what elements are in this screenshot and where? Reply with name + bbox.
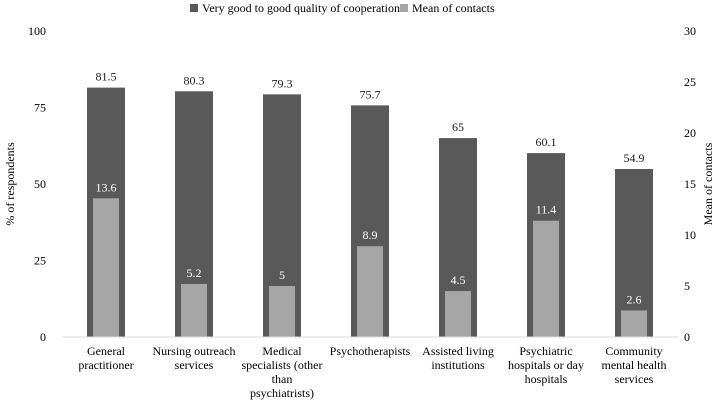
- data-label-cooperation: 81.5: [96, 70, 117, 84]
- data-label-contacts: 8.9: [363, 228, 378, 242]
- y-right-tick-label: 5: [684, 279, 690, 293]
- data-label-contacts: 5: [279, 268, 285, 282]
- data-label-cooperation: 75.7: [360, 87, 381, 101]
- y-right-tick-label: 30: [684, 24, 696, 38]
- y-left-tick-label: 50: [34, 177, 46, 191]
- x-category-label: Psychotherapists: [330, 344, 411, 358]
- data-label-contacts: 11.4: [536, 203, 557, 217]
- data-label-contacts: 5.2: [187, 266, 202, 280]
- y-right-tick-label: 15: [684, 177, 696, 191]
- data-label-contacts: 4.5: [451, 273, 466, 287]
- data-label-contacts: 13.6: [96, 180, 117, 194]
- legend: Very good to good quality of cooperation…: [190, 1, 495, 15]
- bars: 81.5 13.6 80.3 5.2 79.3 5 75.7 8.9 65 4.5 60.1 11.4…: [87, 70, 653, 337]
- y-axis-left-title: % of respondents: [3, 142, 17, 226]
- x-category-label: Community mental health services: [602, 344, 667, 386]
- y-right-tick-label: 25: [684, 75, 696, 89]
- data-label-cooperation: 65: [452, 120, 464, 134]
- y-axis-right: 0 5 10 15 20 25 30: [684, 24, 696, 344]
- x-category-label: General practitioner: [78, 344, 133, 372]
- bar-contacts: [621, 310, 647, 337]
- legend-label: Mean of contacts: [412, 1, 495, 15]
- data-label-contacts: 2.6: [627, 292, 642, 306]
- legend-swatch: [400, 4, 408, 12]
- y-axis-left: 0 25 50 75 100: [28, 24, 46, 344]
- y-axis-right-title: Mean of contacts: [701, 142, 715, 225]
- data-label-cooperation: 80.3: [184, 73, 205, 87]
- bar-cooperation: [615, 169, 653, 337]
- x-category-label: Assisted living institutions: [422, 344, 494, 372]
- y-right-tick-label: 0: [684, 330, 690, 344]
- x-category-label: Psychiatric hospitals or day hospitals: [508, 344, 584, 386]
- bar-contacts: [445, 291, 471, 337]
- legend-swatch: [190, 4, 198, 12]
- y-right-tick-label: 20: [684, 126, 696, 140]
- data-label-cooperation: 60.1: [536, 135, 557, 149]
- x-category-label: Medical specialists (other than psychiatris…: [242, 344, 323, 400]
- bar-contacts: [357, 246, 383, 337]
- y-right-tick-label: 10: [684, 228, 696, 242]
- x-axis-labels: General practitioner Nursing outreach servi…: [78, 344, 666, 400]
- y-left-tick-label: 75: [34, 101, 46, 115]
- y-left-tick-label: 25: [34, 254, 46, 268]
- bar-contacts: [533, 220, 559, 337]
- data-label-cooperation: 54.9: [624, 151, 645, 165]
- bar-contacts: [181, 283, 207, 337]
- legend-label: Very good to good quality of cooperation: [202, 1, 400, 15]
- x-category-label: Nursing outreach services: [153, 344, 236, 372]
- bar-contacts: [269, 286, 295, 337]
- y-left-tick-label: 100: [28, 24, 46, 38]
- data-label-cooperation: 79.3: [272, 76, 293, 90]
- y-left-tick-label: 0: [40, 330, 46, 344]
- bar-contacts: [93, 198, 119, 337]
